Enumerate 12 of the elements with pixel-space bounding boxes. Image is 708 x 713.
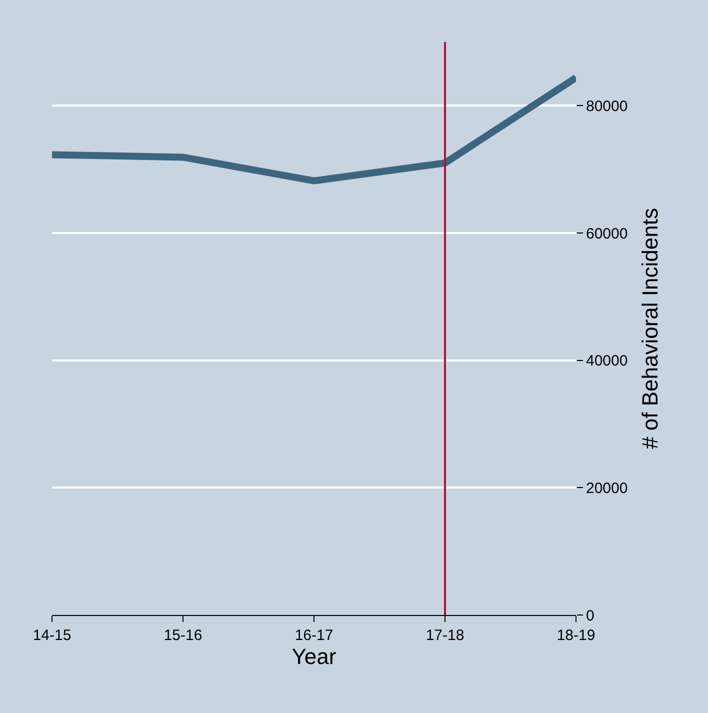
y-tick-label: 40000 — [586, 352, 628, 370]
y-tick-label: 80000 — [586, 98, 628, 115]
y-tick-label: 0 — [586, 607, 594, 624]
x-tick-label: 16-17 — [294, 627, 334, 644]
x-tick-label: 18-19 — [556, 627, 596, 644]
x-tick-label: 15-16 — [164, 627, 202, 644]
y-axis-title: # of Behavioral Incidents — [638, 208, 663, 449]
y-tick-label: 20000 — [586, 480, 628, 497]
x-axis-title: Year — [292, 644, 336, 669]
x-tick-label: 17-18 — [426, 627, 464, 644]
y-tick-label: 60000 — [586, 225, 628, 242]
x-tick-label: 14-15 — [32, 627, 72, 644]
